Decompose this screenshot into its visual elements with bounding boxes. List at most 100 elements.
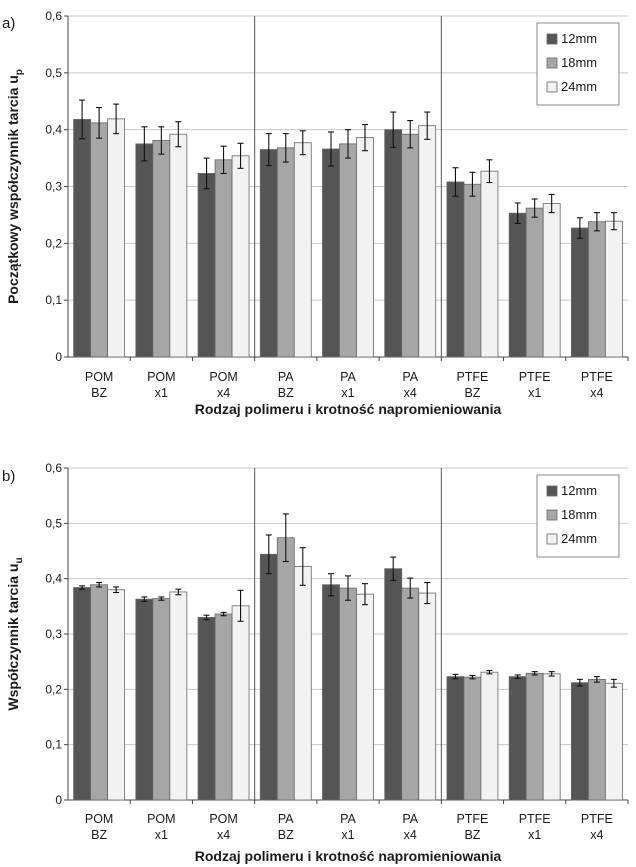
x-axis-title: Rodzaj polimeru i krotność napromieniowa… <box>195 848 502 864</box>
y-tick-label: 0 <box>55 793 62 807</box>
legend-label: 24mm <box>561 79 597 94</box>
bar-24mm-3 <box>293 142 312 358</box>
legend-label: 12mm <box>561 31 597 46</box>
category-label: PA <box>278 370 294 384</box>
bar-12mm-5 <box>384 129 403 358</box>
y-tick-label: 0 <box>55 350 62 364</box>
bar-24mm-0 <box>107 589 126 801</box>
y-tick-label: 0,4 <box>45 572 62 586</box>
category-label: POM <box>147 370 175 384</box>
bar-12mm-4 <box>322 148 340 358</box>
bar-24mm-5 <box>418 125 437 358</box>
category-label: POM <box>85 812 113 826</box>
bar-12mm-2 <box>197 617 216 801</box>
bar-18mm-5 <box>401 133 420 358</box>
category-label: PTFE <box>456 370 488 384</box>
category-sublabel: x1 <box>155 828 168 842</box>
bar-12mm-8 <box>570 682 589 801</box>
y-tick-label: 0,2 <box>45 236 62 250</box>
legend-swatch <box>546 485 558 497</box>
y-tick-label: 0,5 <box>45 66 62 80</box>
y-tick-label: 0,5 <box>45 516 62 530</box>
category-label: PA <box>402 812 418 826</box>
y-axis-title-subscript: p <box>14 69 25 75</box>
legend-label: 18mm <box>561 55 597 70</box>
bar-24mm-8 <box>604 220 623 358</box>
category-label: PA <box>340 812 356 826</box>
y-tick-label: 0,6 <box>45 461 62 475</box>
bar-12mm-7 <box>508 212 527 358</box>
category-label: PTFE <box>581 370 613 384</box>
bar-12mm-2 <box>197 173 216 358</box>
legend-label: 24mm <box>561 531 597 546</box>
bar-24mm-7 <box>542 203 561 358</box>
bar-24mm-4 <box>356 137 374 358</box>
bar-18mm-0 <box>90 122 109 358</box>
y-tick-label: 0,6 <box>45 9 62 23</box>
category-sublabel: BZ <box>91 386 107 400</box>
legend-label: 18mm <box>561 507 597 522</box>
category-label: POM <box>209 370 237 384</box>
bar-24mm-6 <box>480 671 499 801</box>
category-sublabel: x1 <box>341 828 354 842</box>
legend-swatch <box>546 509 558 521</box>
bar-18mm-3 <box>276 537 295 801</box>
category-label: PA <box>340 370 356 384</box>
category-sublabel: BZ <box>91 828 107 842</box>
category-label: PA <box>402 370 418 384</box>
bar-24mm-4 <box>356 593 374 801</box>
bar-12mm-5 <box>384 568 403 801</box>
category-sublabel: BZ <box>278 386 294 400</box>
category-sublabel: x4 <box>217 828 230 842</box>
bar-18mm-4 <box>339 143 357 358</box>
category-label: PTFE <box>519 812 551 826</box>
bar-12mm-3 <box>259 149 278 358</box>
y-axis-title-subscript: u <box>14 557 25 563</box>
category-sublabel: x1 <box>341 386 354 400</box>
category-sublabel: x1 <box>155 386 168 400</box>
category-sublabel: BZ <box>278 828 294 842</box>
bar-18mm-0 <box>90 584 109 801</box>
bar-24mm-2 <box>231 605 250 801</box>
category-sublabel: BZ <box>464 828 480 842</box>
bar-18mm-5 <box>401 587 420 801</box>
bar-12mm-0 <box>73 119 92 358</box>
y-tick-label: 0,1 <box>45 738 62 752</box>
legend-label: 12mm <box>561 483 597 498</box>
bar-24mm-2 <box>231 155 250 358</box>
bar-24mm-8 <box>604 682 623 801</box>
category-sublabel: x1 <box>528 828 541 842</box>
panel-label: a) <box>2 15 15 32</box>
bar-12mm-6 <box>446 676 465 801</box>
bar-18mm-6 <box>463 676 482 801</box>
category-sublabel: x4 <box>590 386 603 400</box>
y-tick-label: 0,3 <box>45 180 62 194</box>
bar-12mm-4 <box>322 584 340 801</box>
y-axis-title: Współczynnik tarcia uu <box>5 557 25 710</box>
category-sublabel: x1 <box>528 386 541 400</box>
bar-24mm-1 <box>169 133 188 358</box>
category-label: POM <box>147 812 175 826</box>
y-tick-label: 0,2 <box>45 682 62 696</box>
chart-panel-0: a) 0 0,1 0,2 0,3 0,4 0,5 0,6 POM BZ POM x1 POM x4 PA BZ… <box>2 9 629 417</box>
bar-24mm-7 <box>542 673 561 801</box>
legend-swatch <box>546 81 558 93</box>
bar-18mm-3 <box>276 147 295 358</box>
y-tick-label: 0,1 <box>45 293 62 307</box>
bar-18mm-1 <box>152 140 171 358</box>
bar-18mm-6 <box>463 183 482 358</box>
bar-24mm-3 <box>293 566 312 801</box>
x-axis-title: Rodzaj polimeru i krotność napromieniowa… <box>195 401 502 417</box>
bar-18mm-2 <box>214 159 233 358</box>
chart-panel-1: b) 0 0,1 0,2 0,3 0,4 0,5 0,6 POM BZ POM x1 POM x4 PA BZ… <box>2 461 629 864</box>
y-axis-title: Początkowy współczynnik tarcia up <box>5 69 25 304</box>
bar-24mm-1 <box>169 591 188 801</box>
panel-label: b) <box>2 468 15 485</box>
bar-24mm-6 <box>480 170 499 358</box>
legend-swatch <box>546 57 558 69</box>
category-sublabel: BZ <box>464 386 480 400</box>
y-axis-title-main: Współczynnik tarcia u <box>5 564 21 711</box>
category-label: POM <box>85 370 113 384</box>
category-label: PA <box>278 812 294 826</box>
